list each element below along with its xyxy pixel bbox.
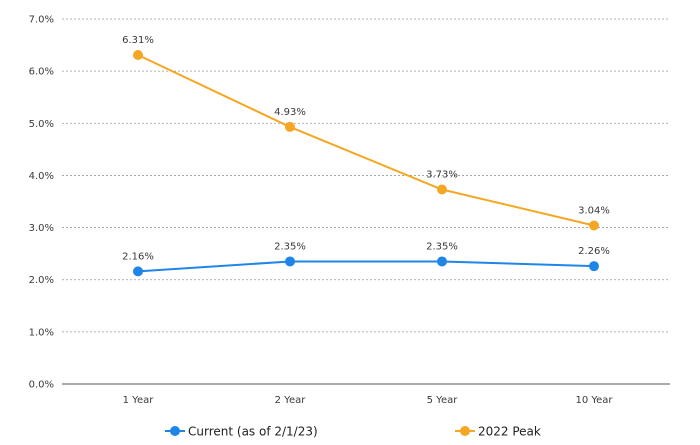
data-label: 2.26% — [578, 246, 610, 257]
gridlines — [62, 18, 670, 333]
legend-label: 2022 Peak — [478, 425, 541, 439]
data-point[interactable] — [589, 220, 599, 231]
data-point[interactable] — [437, 184, 447, 195]
y-tick-label: 7.0% — [29, 15, 54, 26]
y-tick-label: 6.0% — [29, 67, 54, 78]
data-label: 2.16% — [122, 251, 154, 262]
data-point[interactable] — [437, 256, 447, 267]
y-tick-label: 0.0% — [29, 380, 54, 391]
legend-swatch-marker — [460, 426, 470, 436]
data-label: 2.35% — [426, 241, 458, 252]
series-line — [137, 260, 595, 273]
legend-swatch-marker — [170, 426, 180, 436]
series-line — [137, 54, 595, 227]
data-label: 4.93% — [274, 107, 306, 118]
x-tick-label: 1 Year — [123, 395, 155, 406]
data-point[interactable] — [133, 49, 143, 60]
x-tick-label: 5 Year — [427, 395, 459, 406]
data-label: 3.04% — [578, 205, 610, 216]
legend: Current (as of 2/1/23) 2022 Peak — [165, 425, 541, 439]
y-tick-label: 2.0% — [29, 275, 54, 286]
data-label: 6.31% — [122, 35, 154, 46]
y-tick-label: 4.0% — [29, 171, 54, 182]
data-point[interactable] — [589, 261, 599, 272]
legend-item[interactable]: Current (as of 2/1/23) — [165, 425, 318, 439]
series-peak-2022: 6.31% 4.93% 3.73% 3.04% — [122, 35, 610, 231]
data-point[interactable] — [285, 121, 295, 132]
data-label: 2.35% — [274, 241, 306, 252]
x-axis: 1 Year 2 Year 5 Year 10 Year — [62, 383, 670, 406]
y-tick-label: 5.0% — [29, 119, 54, 130]
series-group: 2.16% 2.35% 2.35% 2.26% 6.31% 4.93% 3.73% 3.04% — [122, 35, 610, 277]
y-tick-label: 1.0% — [29, 327, 54, 338]
legend-item[interactable]: 2022 Peak — [455, 425, 541, 439]
data-point[interactable] — [133, 266, 143, 277]
y-tick-label: 3.0% — [29, 223, 54, 234]
y-axis: 0.0% 1.0% 2.0% 3.0% 4.0% 5.0% 6.0% 7.0% — [29, 15, 54, 391]
x-tick-label: 2 Year — [275, 395, 307, 406]
legend-label: Current (as of 2/1/23) — [188, 425, 318, 439]
data-label: 3.73% — [426, 170, 458, 181]
series-current: 2.16% 2.35% 2.35% 2.26% — [122, 241, 610, 277]
x-tick-label: 10 Year — [575, 395, 613, 406]
data-point[interactable] — [285, 256, 295, 267]
